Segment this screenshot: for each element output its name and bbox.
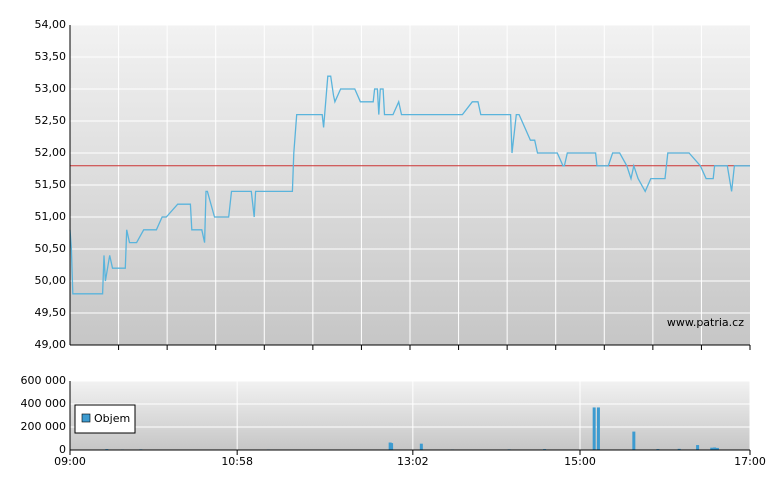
legend-label: Objem: [94, 412, 130, 425]
y-tick-label: 53,50: [35, 50, 67, 63]
y-tick-label: 51,50: [35, 178, 67, 191]
y-tick-label: 400 000: [21, 397, 67, 410]
y-tick-label: 50,00: [35, 274, 67, 287]
x-tick-label: 15:00: [564, 455, 596, 468]
y-tick-label: 52,00: [35, 146, 67, 159]
volume-bar: [715, 447, 719, 450]
legend-swatch: [81, 413, 91, 423]
y-tick-label: 52,50: [35, 114, 67, 127]
price-line: [69, 75, 750, 295]
y-tick-label: 600 000: [21, 374, 67, 387]
x-tick-label: 13:02: [397, 455, 429, 468]
x-tick-label: 09:00: [54, 455, 86, 468]
y-tick-label: 49,50: [35, 306, 67, 319]
volume-bar: [592, 407, 596, 450]
y-tick-label: 49,00: [35, 338, 67, 351]
volume-bar: [713, 447, 717, 450]
plot-background: [70, 381, 750, 450]
y-tick-label: 51,00: [35, 210, 67, 223]
volume-bar: [710, 447, 714, 450]
y-tick-label: 53,00: [35, 82, 67, 95]
y-tick-label: 200 000: [21, 420, 67, 433]
volume-bar: [677, 448, 681, 450]
volume-bar: [596, 407, 600, 450]
volume-bar: [419, 443, 423, 450]
x-tick-label: 17:00: [734, 455, 766, 468]
x-tick-label: 10:58: [221, 455, 253, 468]
volume-bar: [696, 445, 700, 450]
y-tick-label: 54,00: [35, 18, 67, 31]
volume-bar: [390, 443, 394, 450]
y-tick-label: 0: [59, 443, 66, 456]
legend: Objem: [74, 404, 136, 434]
watermark: www.patria.cz: [667, 316, 744, 329]
volume-bar: [632, 431, 636, 450]
y-tick-label: 50,50: [35, 242, 67, 255]
